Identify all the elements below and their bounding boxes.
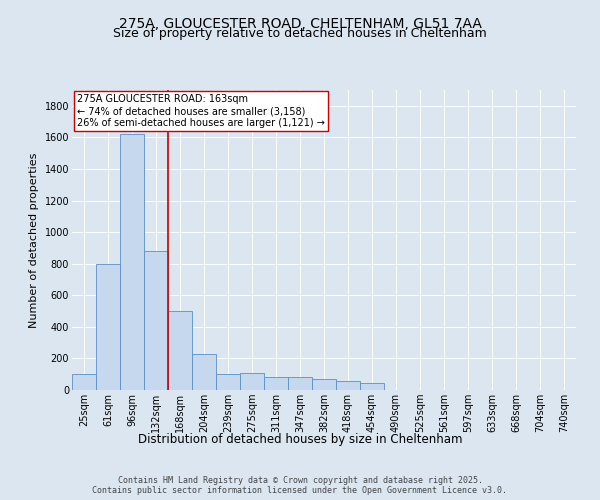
- Bar: [360, 383, 384, 390]
- Bar: [312, 379, 336, 390]
- Bar: [72, 374, 96, 390]
- Bar: [144, 251, 168, 390]
- Bar: [264, 376, 288, 390]
- Bar: [120, 134, 144, 390]
- Bar: [288, 376, 312, 390]
- Bar: [216, 374, 240, 390]
- Bar: [96, 264, 120, 390]
- Bar: [192, 354, 216, 390]
- Text: 275A, GLOUCESTER ROAD, CHELTENHAM, GL51 7AA: 275A, GLOUCESTER ROAD, CHELTENHAM, GL51 …: [119, 18, 481, 32]
- Text: 275A GLOUCESTER ROAD: 163sqm
← 74% of detached houses are smaller (3,158)
26% of: 275A GLOUCESTER ROAD: 163sqm ← 74% of de…: [77, 94, 325, 128]
- Text: Distribution of detached houses by size in Cheltenham: Distribution of detached houses by size …: [138, 432, 462, 446]
- Bar: [168, 311, 192, 390]
- Bar: [240, 374, 264, 390]
- Text: Contains HM Land Registry data © Crown copyright and database right 2025.
Contai: Contains HM Land Registry data © Crown c…: [92, 476, 508, 495]
- Text: Size of property relative to detached houses in Cheltenham: Size of property relative to detached ho…: [113, 28, 487, 40]
- Y-axis label: Number of detached properties: Number of detached properties: [29, 152, 39, 328]
- Bar: [336, 382, 360, 390]
